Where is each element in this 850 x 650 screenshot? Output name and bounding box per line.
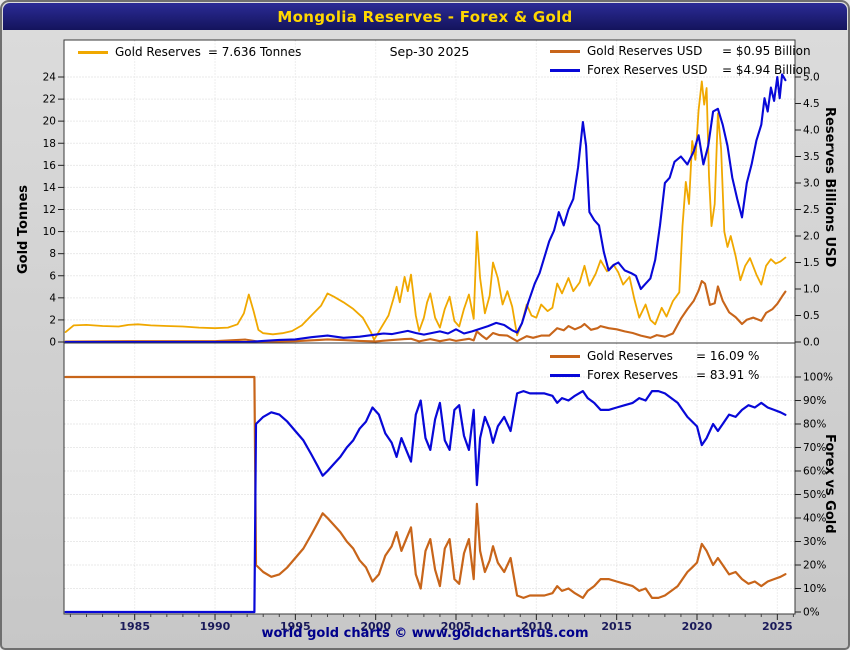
top-series-lines xyxy=(64,73,787,343)
svg-text:14: 14 xyxy=(43,182,57,194)
svg-text:3.5: 3.5 xyxy=(803,151,820,163)
forex-pct-line-swatch xyxy=(550,373,580,377)
top-plot-area xyxy=(64,40,795,343)
panel-borders xyxy=(63,39,796,615)
legend-value: = 83.91 % xyxy=(696,368,760,382)
svg-text:2.5: 2.5 xyxy=(803,204,820,216)
svg-text:18: 18 xyxy=(43,138,56,150)
svg-text:2000: 2000 xyxy=(360,620,391,633)
page-title: Mongolia Reserves - Forex & Gold xyxy=(277,7,573,26)
legend-gold-tonnes: Gold Reserves = 7.636 Tonnes xyxy=(78,45,301,59)
gold-line-swatch xyxy=(78,50,108,54)
left-axis-title: Gold Tonnes xyxy=(16,184,31,274)
series-forex_pct-line xyxy=(64,390,787,614)
svg-text:24: 24 xyxy=(43,72,57,84)
svg-text:60%: 60% xyxy=(803,466,826,478)
svg-text:4: 4 xyxy=(49,292,56,304)
gridlines xyxy=(64,40,795,614)
legend-forex-usd: Forex Reserves USD = $4.94 Billion xyxy=(550,63,811,77)
svg-text:1985: 1985 xyxy=(119,620,150,633)
svg-text:100%: 100% xyxy=(803,372,833,384)
bottom-series-lines xyxy=(64,375,787,614)
svg-text:40%: 40% xyxy=(803,513,826,525)
svg-text:8: 8 xyxy=(49,248,56,260)
svg-text:0.0: 0.0 xyxy=(803,337,820,349)
legend-label: Gold Reserves xyxy=(587,349,673,363)
series-gold_usd-line xyxy=(64,280,787,343)
title-bar: Mongolia Reserves - Forex & Gold xyxy=(3,3,847,30)
series-gold_pct-line xyxy=(64,375,787,599)
svg-text:2005: 2005 xyxy=(441,620,472,633)
gold-pct-line-swatch xyxy=(550,354,580,358)
svg-text:10%: 10% xyxy=(803,583,826,595)
svg-text:1990: 1990 xyxy=(200,620,231,633)
svg-text:0: 0 xyxy=(49,337,56,349)
svg-text:4.5: 4.5 xyxy=(803,98,820,110)
svg-text:0%: 0% xyxy=(803,607,820,619)
svg-text:90%: 90% xyxy=(803,395,826,407)
svg-text:2015: 2015 xyxy=(601,620,632,633)
svg-text:20: 20 xyxy=(43,116,56,128)
svg-text:6: 6 xyxy=(49,270,56,282)
legend-value: = $4.94 Billion xyxy=(722,63,811,77)
svg-text:2.0: 2.0 xyxy=(803,231,820,243)
right-axis-title-top: Reserves Billions USD xyxy=(822,107,837,268)
axis-tick-labels: 0246810121416182022240.00.51.01.52.02.53… xyxy=(43,72,833,634)
series-forex_usd-line xyxy=(64,73,787,343)
svg-text:30%: 30% xyxy=(803,536,826,548)
svg-text:2010: 2010 xyxy=(521,620,552,633)
legend-label: Forex Reserves USD xyxy=(587,63,708,77)
legend-gold-usd: Gold Reserves USD = $0.95 Billion xyxy=(550,44,811,58)
svg-text:70%: 70% xyxy=(803,442,826,454)
svg-text:50%: 50% xyxy=(803,489,826,501)
svg-text:4.0: 4.0 xyxy=(803,125,820,137)
svg-text:1995: 1995 xyxy=(280,620,311,633)
svg-text:20%: 20% xyxy=(803,560,826,572)
svg-text:1.5: 1.5 xyxy=(803,257,820,269)
gold-usd-line-swatch xyxy=(550,49,580,53)
legend-label: Gold Reserves USD xyxy=(587,44,703,58)
series-gold_tonnes-line xyxy=(64,80,787,341)
svg-text:80%: 80% xyxy=(803,419,826,431)
legend-value: = 7.636 Tonnes xyxy=(207,45,302,59)
bottom-plot-area xyxy=(64,343,795,614)
legend-label: Forex Reserves xyxy=(587,368,679,382)
svg-text:2020: 2020 xyxy=(682,620,713,633)
right-axis-title-bottom: Forex vs Gold xyxy=(822,434,837,534)
svg-text:5.0: 5.0 xyxy=(803,72,820,84)
svg-text:22: 22 xyxy=(43,94,56,106)
legend-value: = 16.09 % xyxy=(696,349,760,363)
legend-label: Gold Reserves xyxy=(115,45,201,59)
forex-line-swatch xyxy=(550,68,580,72)
svg-text:10: 10 xyxy=(43,226,56,238)
svg-text:16: 16 xyxy=(43,160,57,172)
legend-value: = $0.95 Billion xyxy=(722,44,811,58)
axis-ticks xyxy=(58,76,801,620)
svg-text:2: 2 xyxy=(49,314,56,326)
svg-text:3.0: 3.0 xyxy=(803,178,820,190)
legend-gold-pct: Gold Reserves = 16.09 % xyxy=(550,349,759,363)
svg-text:1.0: 1.0 xyxy=(803,284,820,296)
legend-forex-pct: Forex Reserves = 83.91 % xyxy=(550,368,759,382)
svg-text:12: 12 xyxy=(43,204,56,216)
footer-credit: world gold charts © www.goldchartsrus.co… xyxy=(261,626,589,641)
svg-text:2025: 2025 xyxy=(762,620,793,633)
svg-text:0.5: 0.5 xyxy=(803,310,820,322)
